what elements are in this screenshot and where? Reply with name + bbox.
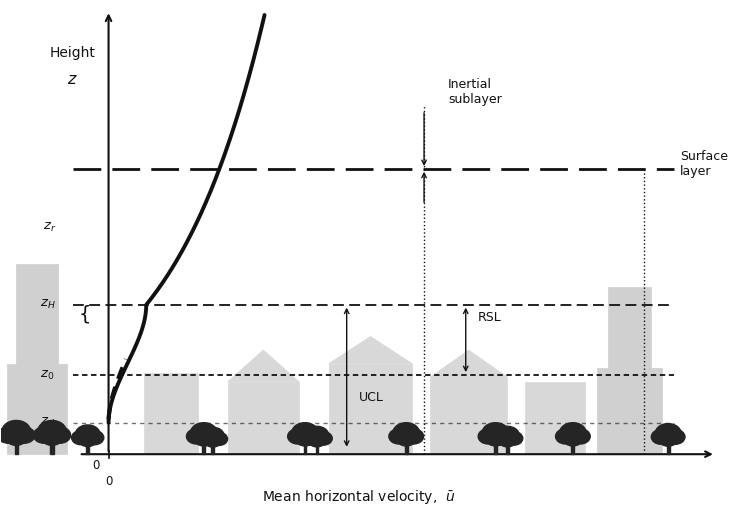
Circle shape <box>556 429 576 444</box>
Circle shape <box>79 433 96 447</box>
Circle shape <box>288 429 308 444</box>
Text: Surface
layer: Surface layer <box>680 150 728 178</box>
Circle shape <box>38 421 66 442</box>
Bar <box>430 377 508 454</box>
Polygon shape <box>227 350 299 382</box>
Bar <box>211 442 214 454</box>
Circle shape <box>397 432 416 446</box>
Circle shape <box>493 429 513 444</box>
Circle shape <box>49 427 70 443</box>
Bar <box>667 440 670 454</box>
Circle shape <box>665 429 685 444</box>
Circle shape <box>292 423 319 443</box>
Bar <box>202 440 205 454</box>
Text: RSL: RSL <box>478 311 502 324</box>
Circle shape <box>190 423 217 443</box>
Bar <box>571 440 574 454</box>
Circle shape <box>296 432 314 446</box>
Circle shape <box>492 432 510 445</box>
Bar <box>506 441 509 454</box>
Circle shape <box>302 429 322 444</box>
Bar <box>87 441 89 454</box>
Bar <box>608 287 651 368</box>
Polygon shape <box>430 350 508 377</box>
Text: Mean horizontal velocity,  $\bar{u}$: Mean horizontal velocity, $\bar{u}$ <box>262 488 455 506</box>
Circle shape <box>205 435 221 447</box>
Text: UCL: UCL <box>359 391 383 404</box>
Circle shape <box>210 432 227 446</box>
Circle shape <box>496 426 519 444</box>
Circle shape <box>486 432 505 446</box>
Circle shape <box>42 430 62 446</box>
Circle shape <box>309 434 325 447</box>
Circle shape <box>389 429 409 444</box>
Bar <box>304 440 307 454</box>
Circle shape <box>0 427 19 443</box>
Bar <box>15 439 18 454</box>
Text: {: { <box>79 305 91 324</box>
Bar <box>329 364 412 454</box>
Text: $z_0$: $z_0$ <box>40 368 54 382</box>
Text: 0: 0 <box>105 474 112 488</box>
Circle shape <box>393 423 419 443</box>
Bar <box>316 441 318 454</box>
Circle shape <box>198 432 215 446</box>
Circle shape <box>499 434 516 447</box>
Text: $z_d$: $z_d$ <box>40 416 55 429</box>
Text: 0: 0 <box>92 459 99 472</box>
Circle shape <box>85 431 104 444</box>
Circle shape <box>201 429 221 444</box>
Circle shape <box>559 423 586 443</box>
Circle shape <box>571 429 591 444</box>
Text: Inertial
sublayer: Inertial sublayer <box>448 78 502 106</box>
Bar <box>227 382 299 454</box>
Circle shape <box>404 429 424 444</box>
Text: $z$: $z$ <box>67 73 79 87</box>
Text: $z_r$: $z_r$ <box>43 221 56 234</box>
Bar <box>405 440 408 454</box>
Circle shape <box>564 432 582 446</box>
Circle shape <box>505 432 522 445</box>
Circle shape <box>659 432 677 446</box>
Circle shape <box>72 431 90 444</box>
Bar <box>7 364 67 454</box>
Circle shape <box>13 427 35 443</box>
Circle shape <box>6 430 26 446</box>
Circle shape <box>482 423 509 443</box>
Circle shape <box>33 427 55 443</box>
Bar <box>597 368 662 454</box>
Circle shape <box>2 421 30 442</box>
Circle shape <box>187 429 207 444</box>
Bar <box>144 373 198 454</box>
Circle shape <box>194 432 213 446</box>
Bar <box>16 264 58 364</box>
Circle shape <box>202 427 225 444</box>
Circle shape <box>651 429 671 444</box>
Circle shape <box>655 424 681 443</box>
Circle shape <box>478 429 498 444</box>
Bar <box>525 382 585 454</box>
Polygon shape <box>329 336 412 364</box>
Circle shape <box>302 432 319 445</box>
Circle shape <box>76 425 100 444</box>
Circle shape <box>314 432 332 445</box>
Text: $z_H$: $z_H$ <box>40 298 56 311</box>
Bar <box>50 439 53 454</box>
Circle shape <box>305 426 329 444</box>
Bar <box>494 440 497 454</box>
Text: Height: Height <box>50 46 96 60</box>
